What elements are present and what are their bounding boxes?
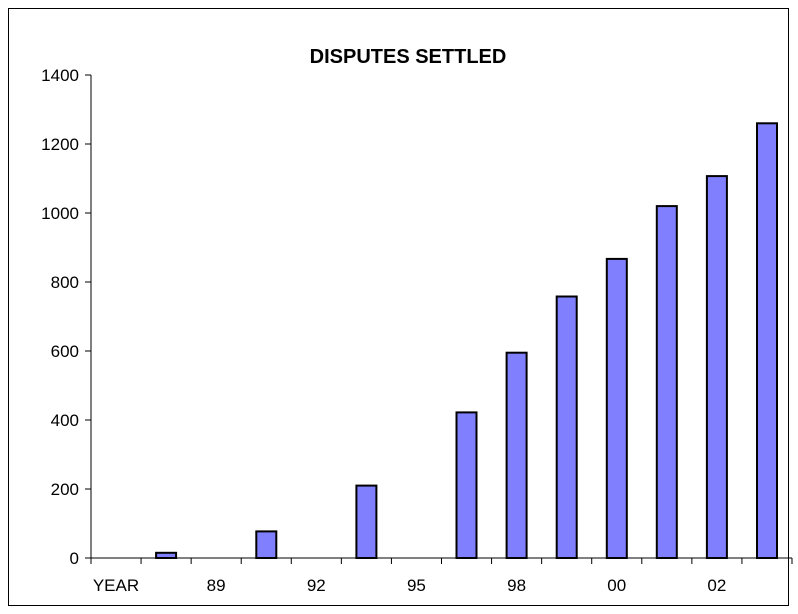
bar (655, 205, 678, 559)
x-tick-label: 89 (207, 576, 226, 595)
y-tick-label: 600 (51, 342, 79, 361)
bar (555, 295, 578, 559)
bar (705, 175, 728, 559)
chart-title: DISPUTES SETTLED (310, 46, 507, 68)
x-tick-label: 02 (707, 576, 726, 595)
bar (756, 122, 778, 560)
bar (505, 351, 528, 560)
y-axis: 0 200 400 600 800 1000 1200 1400 (41, 66, 91, 568)
x-tick-label: 92 (307, 576, 326, 595)
bars (155, 122, 778, 560)
x-tick-label: 00 (607, 576, 626, 595)
x-tick-label: 98 (507, 576, 526, 595)
bar (155, 551, 178, 559)
bar (355, 484, 378, 560)
y-tick-label: 800 (51, 273, 79, 292)
y-tick-label: 400 (51, 411, 79, 430)
y-tick-label: 0 (70, 549, 79, 568)
bar (605, 257, 628, 559)
bar (255, 530, 278, 560)
y-tick-label: 1200 (41, 135, 79, 154)
y-tick-label: 1400 (41, 66, 79, 85)
x-tick-label: 95 (407, 576, 426, 595)
x-tick-label: YEAR (93, 576, 139, 595)
y-tick-label: 200 (51, 480, 79, 499)
y-tick-label: 1000 (41, 204, 79, 223)
bar (455, 411, 478, 559)
x-axis: YEAR 89 92 95 98 00 02 (90, 558, 793, 595)
